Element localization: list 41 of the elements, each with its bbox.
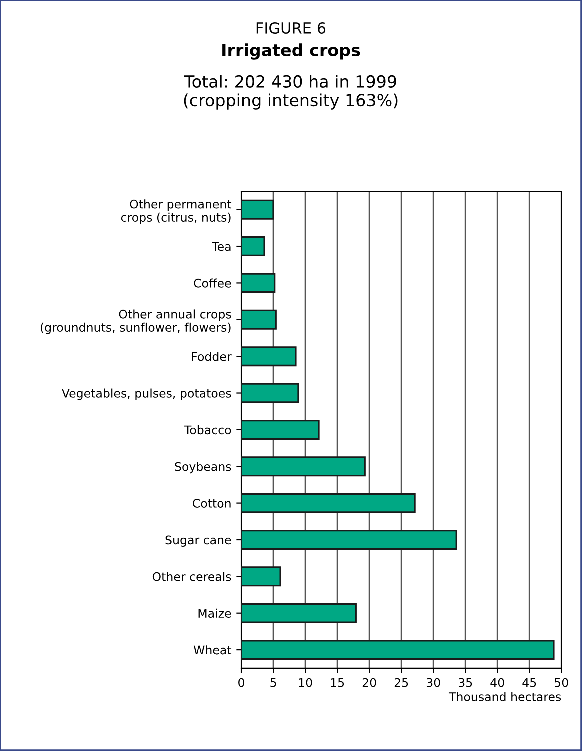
x-tick-label: 0 <box>238 678 244 688</box>
bar <box>242 200 274 220</box>
x-tick-label: 50 <box>555 678 568 688</box>
y-tick-label: Tea <box>212 242 231 252</box>
y-tick-label: Vegetables, pulses, potatoes <box>62 388 232 400</box>
x-tick-label: 45 <box>522 678 536 688</box>
chart-title: FIGURE 6 <box>256 22 326 34</box>
text: Total: 202 430 ha in 1999 (cropping intensity 163%) <box>184 75 398 110</box>
y-tick-label: Other permanent crops (citrus, nuts) <box>121 200 232 224</box>
bar <box>242 530 458 550</box>
bar <box>242 493 416 514</box>
x-tick-label: 5 <box>270 678 276 688</box>
y-tick-label: Cotton <box>193 499 231 508</box>
y-tick-label: Other annual crops (groundnuts, sunflower, flowers) <box>40 310 232 334</box>
y-tick-label: Wheat <box>194 646 232 655</box>
bar <box>242 603 357 624</box>
y-tick-label: Tobacco <box>184 425 232 435</box>
x-axis-title: Thousand hectares <box>448 692 562 702</box>
x-tick-label: 20 <box>362 678 376 688</box>
chart-subtitle: Irrigated crops <box>222 44 360 60</box>
x-tick-label: 40 <box>490 678 504 688</box>
bar <box>242 383 300 404</box>
y-tick-label: Maize <box>198 608 232 618</box>
bar <box>242 456 366 477</box>
y-tick-label: Soybeans <box>175 462 232 474</box>
y-tick-label: Sugar cane <box>166 536 232 547</box>
bar <box>242 273 276 294</box>
x-tick-label: 10 <box>299 678 312 688</box>
bar <box>242 566 282 587</box>
x-tick-label: 35 <box>458 678 472 688</box>
y-tick-label: Other cereals <box>152 572 232 582</box>
bar <box>242 420 320 440</box>
x-tick-label: 15 <box>331 678 344 688</box>
bar <box>242 236 266 257</box>
bar <box>242 310 277 330</box>
y-tick-label: Coffee <box>194 278 232 288</box>
x-tick-label: 30 <box>426 678 440 688</box>
y-tick-label: Fodder <box>192 352 232 362</box>
bar <box>242 346 297 367</box>
bar <box>242 640 555 660</box>
x-tick-label: 25 <box>394 678 408 688</box>
